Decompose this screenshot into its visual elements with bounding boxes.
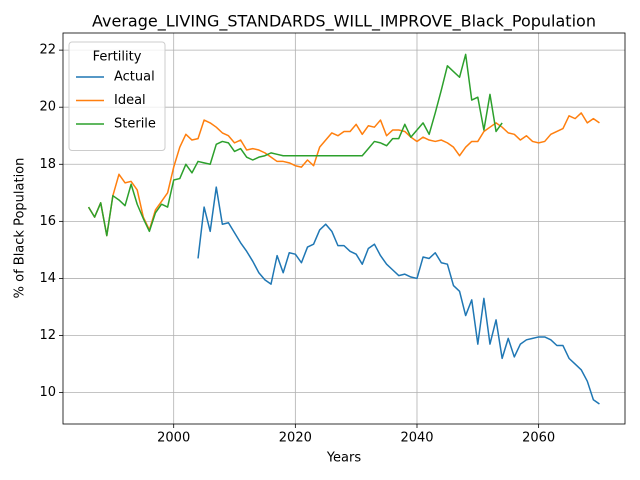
y-tick-label: 20 (39, 100, 56, 115)
data-line (87, 112, 600, 237)
y-tick-label: 16 (39, 214, 56, 229)
y-tick-label: 18 (39, 157, 56, 172)
x-tick-label: 2000 (157, 431, 190, 446)
y-tick-label: 22 (39, 43, 56, 58)
plot-frame (62, 32, 626, 425)
x-axis-label: Years (326, 451, 362, 466)
y-tick-label: 12 (39, 328, 56, 343)
data-line (197, 186, 600, 405)
x-tick-label: 2020 (279, 431, 312, 446)
x-tick-label: 2060 (522, 431, 555, 446)
y-tick-label: 10 (39, 385, 56, 400)
y-tick-label: 14 (39, 271, 56, 286)
legend-title: Fertility (93, 50, 142, 65)
y-axis-label: % of Black Population (13, 158, 28, 299)
x-tick-label: 2040 (400, 431, 433, 446)
legend-label: Actual (114, 70, 155, 85)
chart-title: Average_LIVING_STANDARDS_WILL_IMPROVE_Bl… (92, 12, 596, 32)
data-line (87, 53, 503, 237)
legend-label: Ideal (114, 93, 146, 108)
legend: Fertility Actual Ideal Sterile (68, 41, 166, 151)
legend-label: Sterile (114, 117, 156, 132)
